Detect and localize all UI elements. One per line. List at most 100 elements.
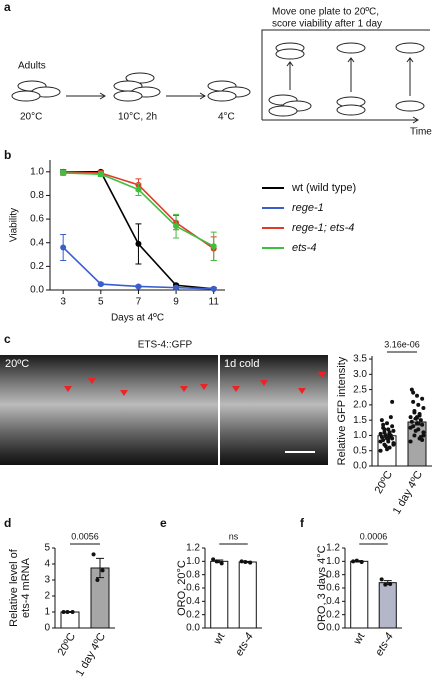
- y-tick-label: 0.5: [353, 445, 367, 456]
- data-point: [382, 430, 387, 435]
- data-point: [409, 419, 414, 424]
- data-point: [408, 425, 413, 430]
- y-tick-label: 1.0: [353, 430, 367, 441]
- micrograph: [0, 355, 218, 465]
- time-label: Time: [410, 127, 432, 138]
- data-point: [382, 427, 387, 432]
- data-point: [408, 439, 413, 444]
- x-tick-label: wt: [351, 631, 367, 647]
- significance-label: 3.16e-06: [384, 339, 420, 349]
- plates: [11, 42, 425, 117]
- data-point: [386, 427, 391, 432]
- error-bar: [66, 611, 74, 613]
- y-tick-label: 0.2: [30, 261, 44, 272]
- x-tick-label: 3: [60, 297, 66, 308]
- x-tick-label: ets-4: [233, 631, 256, 658]
- image-label: 1d cold: [224, 358, 259, 370]
- legend-label: rege-1: [292, 202, 324, 214]
- y-tick-label: 3.5: [353, 354, 367, 365]
- bar: [210, 560, 229, 629]
- x-tick-label: ets-4: [373, 631, 396, 658]
- image-label: 20ºC: [5, 358, 29, 370]
- data-point: [391, 442, 396, 447]
- data-point: [378, 448, 383, 453]
- y-tick-label: 2.5: [353, 384, 367, 395]
- data-point: [387, 433, 392, 438]
- y-axis-label: Relative level of: [8, 548, 20, 627]
- y-tick-label: 2: [44, 591, 50, 602]
- label: Adults: [18, 61, 46, 72]
- data-point: [243, 560, 248, 564]
- x-tick-label: 11: [209, 297, 220, 308]
- x-tick-label: 1 day 4ºC: [391, 469, 425, 517]
- y-axis-label: Relative GFP intensity: [336, 356, 348, 465]
- bar: [238, 561, 257, 629]
- point: [135, 240, 142, 247]
- data-point: [379, 434, 384, 439]
- data-point: [386, 439, 391, 444]
- data-point: [390, 424, 395, 429]
- point: [60, 244, 67, 251]
- y-tick-label: 3: [44, 575, 50, 586]
- y-tick-label: 2.0: [353, 400, 367, 411]
- y-tick-label: 0.0: [30, 285, 44, 296]
- y-axis-label: Viability: [9, 208, 20, 242]
- data-point: [421, 433, 426, 438]
- point: [135, 186, 142, 193]
- data-point: [219, 561, 224, 566]
- data-point: [416, 402, 421, 407]
- data-point: [412, 410, 417, 415]
- error-bar: [413, 418, 421, 426]
- data-point: [412, 433, 417, 438]
- data-point: [95, 578, 100, 582]
- bar: [378, 582, 397, 629]
- x-axis-label: Days at 4ºC: [111, 313, 164, 324]
- data-point: [388, 415, 393, 420]
- data-point: [421, 430, 426, 435]
- data-point: [211, 557, 216, 562]
- panel-letter: c: [4, 332, 11, 346]
- note: score viability after 1 day: [272, 19, 382, 30]
- point: [60, 170, 67, 176]
- error-bar: [355, 560, 364, 563]
- y-tick-label: 5: [44, 543, 50, 554]
- data-point: [390, 399, 395, 404]
- y-tick-label: 1.2: [186, 543, 200, 554]
- point: [97, 171, 104, 178]
- point: [210, 285, 217, 292]
- panel-letter: b: [4, 148, 11, 162]
- x-tick-label: 5: [98, 297, 104, 308]
- data-point: [413, 428, 418, 433]
- y-axis-label: ets-4 mRNA: [20, 557, 32, 618]
- axes: [49, 160, 225, 291]
- x-tick-label: wt: [211, 631, 227, 647]
- y-tick-label: 0.8: [30, 190, 44, 201]
- data-point: [381, 422, 386, 427]
- y-tick-label: 0.8: [186, 569, 200, 580]
- data-point: [391, 428, 396, 433]
- data-point: [420, 396, 425, 401]
- significance-label: ns: [229, 531, 239, 541]
- note: Move one plate to 20ºC,: [272, 7, 379, 18]
- y-tick-label: 0.2: [186, 609, 200, 620]
- point: [173, 284, 180, 291]
- legend-label: ets-4: [292, 242, 316, 254]
- y-tick-label: 0.4: [326, 596, 340, 607]
- arrows: [66, 29, 430, 124]
- data-point: [61, 610, 66, 614]
- y-axis-label: ORO, 20°C: [176, 560, 188, 616]
- data-point: [378, 439, 383, 444]
- significance-label: 0.0006: [360, 531, 388, 541]
- y-tick-label: 0.4: [186, 596, 200, 607]
- panel-letter: a: [4, 0, 11, 14]
- point: [135, 283, 142, 290]
- y-tick-label: 1.0: [186, 556, 200, 567]
- data-point: [383, 444, 388, 449]
- micrograph: [220, 355, 328, 465]
- y-tick-label: 0.0: [326, 623, 340, 634]
- step: 4°C: [218, 112, 235, 123]
- bar: [350, 560, 369, 629]
- data-point: [378, 431, 383, 436]
- x-tick-label: 7: [136, 297, 142, 308]
